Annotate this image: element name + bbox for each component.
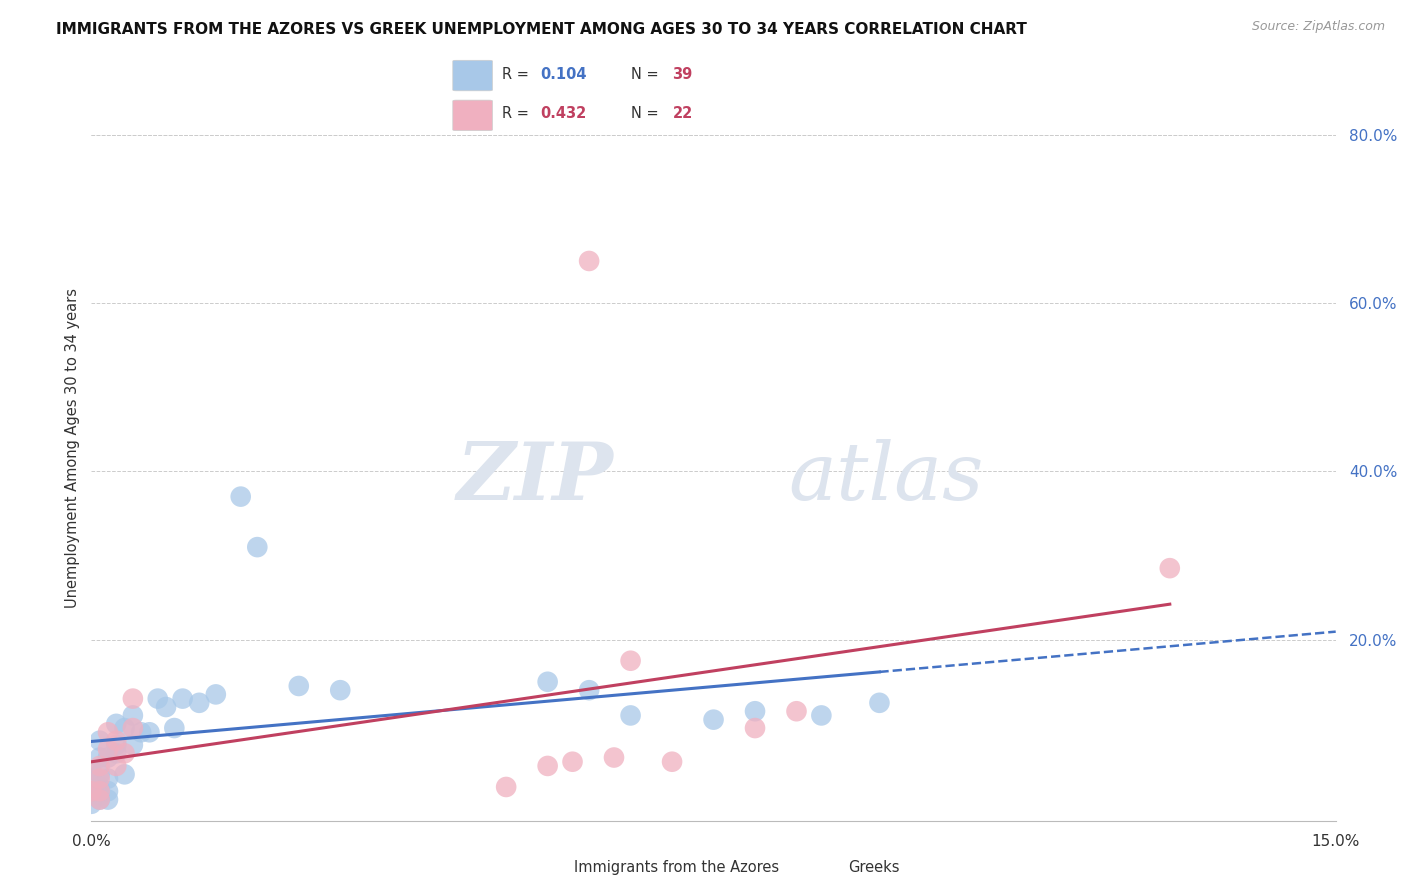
Point: [785, 704, 807, 718]
Text: 0.432: 0.432: [540, 106, 586, 120]
Point: [89, 792, 111, 806]
Point: [229, 490, 252, 504]
Point: [578, 683, 600, 698]
Point: [138, 725, 160, 739]
Point: [121, 721, 145, 735]
Point: [246, 540, 269, 554]
Point: [89, 792, 111, 806]
Point: [810, 708, 832, 723]
Point: [105, 733, 128, 747]
Point: [495, 780, 517, 794]
Point: [114, 747, 136, 761]
Point: [121, 738, 145, 752]
Point: [97, 750, 120, 764]
Point: [89, 789, 111, 803]
Text: 0.104: 0.104: [540, 67, 586, 82]
Point: [97, 784, 120, 798]
Point: [188, 696, 211, 710]
Text: Source: ZipAtlas.com: Source: ZipAtlas.com: [1251, 20, 1385, 33]
Point: [80, 784, 103, 798]
Point: [561, 755, 583, 769]
Point: [578, 254, 600, 268]
Point: [89, 772, 111, 786]
Point: [129, 725, 152, 739]
Text: N =: N =: [631, 67, 664, 82]
Point: [146, 691, 169, 706]
Point: [97, 792, 120, 806]
Point: [89, 767, 111, 781]
Point: [744, 721, 766, 735]
Point: [702, 713, 725, 727]
Point: [661, 755, 683, 769]
Point: [105, 759, 128, 773]
Text: N =: N =: [631, 106, 664, 120]
Point: [89, 750, 111, 764]
Text: R =: R =: [502, 67, 534, 82]
Point: [97, 742, 120, 756]
Point: [80, 763, 103, 777]
Point: [89, 733, 111, 747]
Point: [121, 691, 145, 706]
Point: [80, 797, 103, 811]
Point: [97, 772, 120, 786]
Point: [89, 780, 111, 794]
Point: [80, 784, 103, 798]
Point: [536, 674, 558, 689]
Point: [89, 759, 111, 773]
Point: [155, 700, 177, 714]
Point: [329, 683, 352, 698]
Text: atlas: atlas: [789, 439, 984, 516]
Text: R =: R =: [502, 106, 534, 120]
Text: Greeks: Greeks: [848, 860, 900, 874]
Point: [619, 708, 641, 723]
FancyBboxPatch shape: [453, 61, 492, 91]
Point: [536, 759, 558, 773]
Point: [869, 696, 891, 710]
Text: Immigrants from the Azores: Immigrants from the Azores: [574, 860, 779, 874]
Y-axis label: Unemployment Among Ages 30 to 34 years: Unemployment Among Ages 30 to 34 years: [65, 288, 80, 608]
Text: ZIP: ZIP: [457, 439, 614, 516]
Point: [205, 687, 228, 701]
Point: [121, 708, 145, 723]
Point: [114, 767, 136, 781]
FancyBboxPatch shape: [453, 100, 492, 130]
Point: [1159, 561, 1181, 575]
Text: IMMIGRANTS FROM THE AZORES VS GREEK UNEMPLOYMENT AMONG AGES 30 TO 34 YEARS CORRE: IMMIGRANTS FROM THE AZORES VS GREEK UNEM…: [56, 22, 1028, 37]
Point: [163, 721, 186, 735]
Point: [97, 725, 120, 739]
Point: [619, 654, 641, 668]
Point: [287, 679, 309, 693]
Point: [603, 750, 626, 764]
Point: [105, 716, 128, 731]
Text: 39: 39: [672, 67, 693, 82]
Text: 22: 22: [672, 106, 693, 120]
Point: [105, 747, 128, 761]
Point: [114, 721, 136, 735]
Point: [744, 704, 766, 718]
Point: [172, 691, 194, 706]
Point: [89, 784, 111, 798]
Point: [105, 738, 128, 752]
